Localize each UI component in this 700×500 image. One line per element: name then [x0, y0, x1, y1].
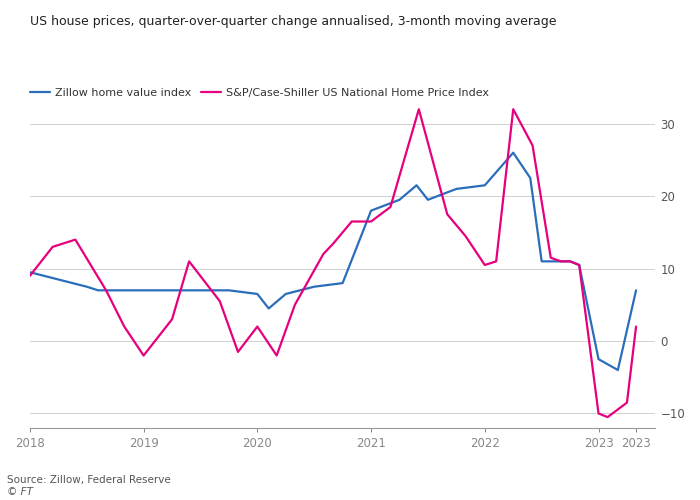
Zillow home value index: [168, 288, 176, 294]
Zillow home value index: [594, 356, 603, 362]
Zillow home value index: [538, 258, 546, 264]
S&P/Case-Shiller US National Home Price Index: [139, 352, 148, 358]
S&P/Case-Shiller US National Home Price Index: [623, 400, 631, 406]
S&P/Case-Shiller US National Home Price Index: [319, 251, 328, 257]
S&P/Case-Shiller US National Home Price Index: [272, 352, 281, 358]
S&P/Case-Shiller US National Home Price Index: [168, 316, 176, 322]
Zillow home value index: [509, 150, 517, 156]
S&P/Case-Shiller US National Home Price Index: [556, 258, 565, 264]
S&P/Case-Shiller US National Home Price Index: [414, 106, 423, 112]
Zillow home value index: [452, 186, 461, 192]
S&P/Case-Shiller US National Home Price Index: [492, 258, 500, 264]
Zillow home value index: [424, 197, 432, 203]
Text: © FT: © FT: [7, 487, 33, 497]
S&P/Case-Shiller US National Home Price Index: [216, 298, 224, 304]
Text: Source: Zillow, Federal Reserve: Source: Zillow, Federal Reserve: [7, 474, 171, 484]
S&P/Case-Shiller US National Home Price Index: [347, 218, 356, 224]
S&P/Case-Shiller US National Home Price Index: [632, 324, 640, 330]
Zillow home value index: [281, 291, 290, 297]
S&P/Case-Shiller US National Home Price Index: [71, 236, 80, 242]
Zillow home value index: [575, 262, 583, 268]
Zillow home value index: [481, 182, 489, 188]
S&P/Case-Shiller US National Home Price Index: [102, 288, 111, 294]
S&P/Case-Shiller US National Home Price Index: [329, 240, 337, 246]
Zillow home value index: [526, 175, 535, 181]
Text: US house prices, quarter-over-quarter change annualised, 3-month moving average: US house prices, quarter-over-quarter ch…: [30, 15, 556, 28]
S&P/Case-Shiller US National Home Price Index: [290, 302, 299, 308]
Legend: Zillow home value index, S&P/Case-Shiller US National Home Price Index: Zillow home value index, S&P/Case-Shille…: [30, 88, 489, 98]
S&P/Case-Shiller US National Home Price Index: [461, 233, 470, 239]
S&P/Case-Shiller US National Home Price Index: [594, 410, 603, 416]
S&P/Case-Shiller US National Home Price Index: [48, 244, 57, 250]
S&P/Case-Shiller US National Home Price Index: [386, 204, 395, 210]
S&P/Case-Shiller US National Home Price Index: [528, 142, 537, 148]
S&P/Case-Shiller US National Home Price Index: [185, 258, 193, 264]
Zillow home value index: [83, 284, 91, 290]
Zillow home value index: [94, 288, 102, 294]
S&P/Case-Shiller US National Home Price Index: [509, 106, 517, 112]
S&P/Case-Shiller US National Home Price Index: [566, 258, 574, 264]
Zillow home value index: [632, 288, 640, 294]
Zillow home value index: [338, 280, 346, 286]
Zillow home value index: [139, 288, 148, 294]
S&P/Case-Shiller US National Home Price Index: [603, 414, 612, 420]
S&P/Case-Shiller US National Home Price Index: [481, 262, 489, 268]
S&P/Case-Shiller US National Home Price Index: [120, 324, 129, 330]
S&P/Case-Shiller US National Home Price Index: [367, 218, 375, 224]
Zillow home value index: [367, 208, 375, 214]
S&P/Case-Shiller US National Home Price Index: [234, 349, 242, 355]
Zillow home value index: [196, 288, 204, 294]
S&P/Case-Shiller US National Home Price Index: [575, 262, 583, 268]
Zillow home value index: [26, 269, 34, 275]
S&P/Case-Shiller US National Home Price Index: [253, 324, 262, 330]
Zillow home value index: [111, 288, 120, 294]
Zillow home value index: [54, 276, 62, 282]
Zillow home value index: [265, 306, 273, 312]
Zillow home value index: [310, 284, 319, 290]
S&P/Case-Shiller US National Home Price Index: [443, 212, 452, 218]
S&P/Case-Shiller US National Home Price Index: [26, 273, 34, 279]
Line: Zillow home value index: Zillow home value index: [30, 152, 636, 370]
S&P/Case-Shiller US National Home Price Index: [547, 254, 555, 260]
Zillow home value index: [253, 291, 262, 297]
Line: S&P/Case-Shiller US National Home Price Index: S&P/Case-Shiller US National Home Price …: [30, 109, 636, 417]
Zillow home value index: [614, 367, 622, 373]
Zillow home value index: [395, 197, 404, 203]
Zillow home value index: [566, 258, 574, 264]
Zillow home value index: [225, 288, 233, 294]
Zillow home value index: [412, 182, 421, 188]
